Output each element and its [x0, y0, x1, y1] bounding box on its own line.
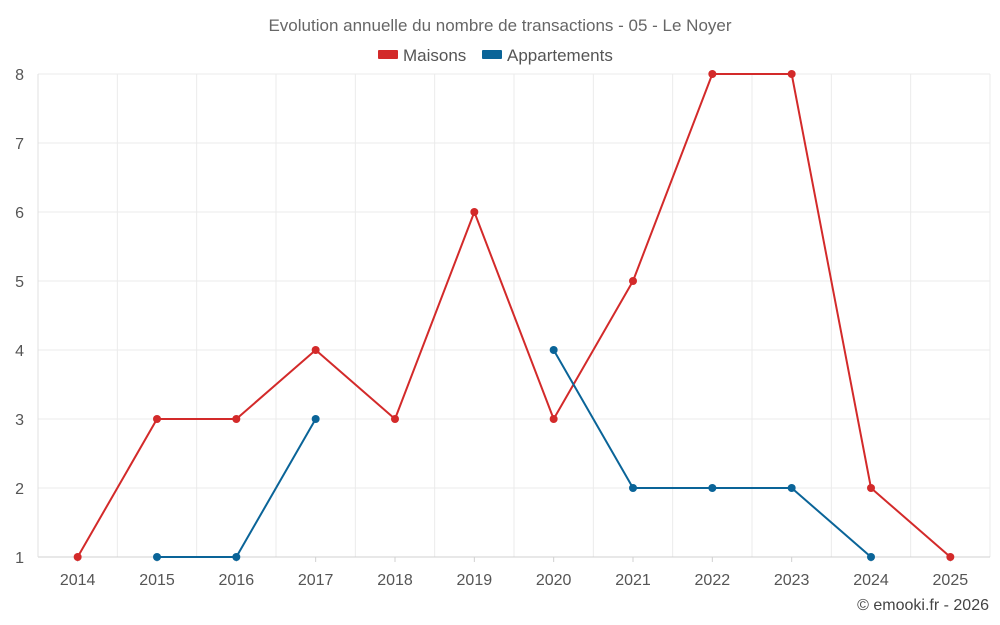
- data-point-appartements[interactable]: [787, 484, 796, 492]
- data-point-appartements[interactable]: [867, 553, 875, 561]
- y-tick-label: 6: [15, 205, 24, 222]
- legend-swatch-maisons: [378, 50, 398, 59]
- y-tick-label: 7: [15, 136, 24, 153]
- series: [73, 70, 955, 561]
- data-point-maisons[interactable]: [391, 415, 399, 423]
- y-tick-label: 1: [15, 550, 24, 567]
- data-point-maisons[interactable]: [708, 70, 717, 78]
- data-point-appartements[interactable]: [311, 415, 320, 423]
- x-tick-label: 2025: [933, 572, 969, 589]
- y-tick-label: 2: [15, 481, 24, 498]
- x-tick-label: 2024: [853, 572, 889, 589]
- data-point-maisons[interactable]: [787, 70, 796, 78]
- data-point-maisons[interactable]: [629, 277, 637, 285]
- legend-label-maisons: Maisons: [403, 46, 466, 65]
- data-point-appartements[interactable]: [153, 553, 161, 561]
- data-point-maisons[interactable]: [867, 484, 875, 492]
- x-tick-label: 2020: [536, 572, 572, 589]
- x-tick-label: 2017: [298, 572, 334, 589]
- legend-label-appartements: Appartements: [507, 46, 613, 65]
- data-point-maisons[interactable]: [153, 415, 161, 423]
- x-tick-label: 2018: [377, 572, 413, 589]
- y-tick-label: 4: [15, 343, 24, 360]
- legend-swatch-appartements: [482, 50, 502, 59]
- legend-item-maisons[interactable]: Maisons: [378, 46, 466, 65]
- data-point-maisons[interactable]: [946, 553, 955, 561]
- credit-text: © emooki.fr - 2026: [857, 597, 989, 614]
- axes: 1 2 3 4 5 6 7 8 2014 2015 2016 2017 2018 2019 2020 2021…: [15, 67, 990, 589]
- data-point-maisons[interactable]: [470, 208, 479, 216]
- x-tick-label: 2016: [219, 572, 255, 589]
- legend: Maisons Appartements: [378, 46, 613, 65]
- x-tick-label: 2014: [60, 572, 96, 589]
- data-point-appartements[interactable]: [629, 484, 637, 492]
- y-tick-label: 5: [15, 274, 24, 291]
- series-line-appartements: [552, 349, 872, 558]
- y-tick-label: 8: [15, 67, 24, 84]
- x-tick-label: 2019: [457, 572, 493, 589]
- data-point-appartements[interactable]: [232, 553, 241, 561]
- data-point-appartements[interactable]: [708, 484, 717, 492]
- data-point-maisons[interactable]: [73, 553, 82, 561]
- data-point-maisons[interactable]: [232, 415, 241, 423]
- chart-title: Evolution annuelle du nombre de transact…: [268, 16, 731, 35]
- data-point-maisons[interactable]: [549, 415, 558, 423]
- data-point-appartements[interactable]: [549, 346, 558, 354]
- legend-item-appartements[interactable]: Appartements: [482, 46, 613, 65]
- x-tick-label: 2023: [774, 572, 810, 589]
- series-line-maisons: [76, 73, 951, 558]
- x-tick-label: 2015: [139, 572, 175, 589]
- series-appartements: [153, 346, 875, 561]
- x-tick-label: 2022: [695, 572, 731, 589]
- y-tick-label: 3: [15, 412, 24, 429]
- series-maisons: [73, 70, 955, 561]
- data-point-maisons[interactable]: [311, 346, 320, 354]
- x-tick-label: 2021: [615, 572, 651, 589]
